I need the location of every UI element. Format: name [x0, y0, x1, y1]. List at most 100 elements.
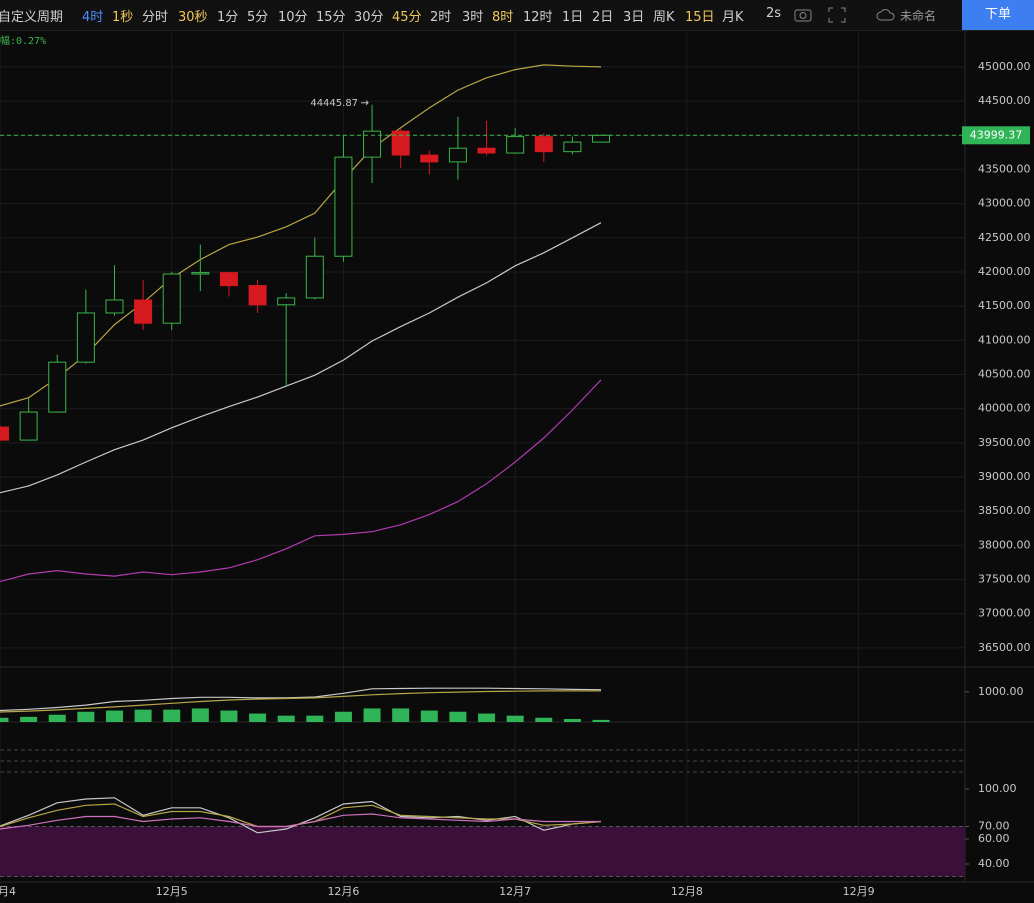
y-tick-label: 40000.00 — [978, 402, 1031, 415]
period-tab[interactable]: 8时 — [492, 10, 514, 25]
y-tick-label: 38500.00 — [978, 504, 1031, 517]
y-tick-label: 1000.00 — [978, 685, 1024, 698]
candle-body — [448, 147, 467, 163]
volume-bar — [535, 717, 553, 722]
period-tab[interactable]: 2s — [766, 6, 782, 21]
volume-bar — [134, 709, 152, 722]
order-button[interactable]: 下单 — [962, 0, 1034, 30]
candle-body — [134, 299, 153, 324]
last-price-label: 43999.37 — [970, 128, 1023, 141]
period-tab[interactable]: 5分 — [247, 10, 269, 25]
period-tab[interactable]: 45分 — [392, 10, 422, 25]
y-tick-label: 40.00 — [978, 857, 1010, 870]
period-tab[interactable]: 月K — [722, 10, 744, 25]
volume-bar — [420, 710, 438, 722]
period-tab[interactable]: 1分 — [217, 10, 239, 25]
period-tab[interactable]: 4时 — [82, 10, 104, 25]
period-tab[interactable]: 12时 — [523, 10, 553, 25]
candle-body — [162, 273, 181, 324]
x-tick-label: 12月9 — [843, 885, 875, 898]
chart: 幅:0.27% 12月4 12月5 12月6 12月7 12月8 12月9 36500.00… — [0, 30, 1034, 898]
candle-body — [277, 297, 296, 306]
change-label: 幅:0.27% — [0, 34, 46, 47]
volume-bar — [306, 715, 324, 722]
volume-bar — [592, 719, 610, 722]
y-tick-label: 38000.00 — [978, 538, 1031, 551]
candle-body — [563, 141, 582, 153]
cloud-icon — [876, 9, 895, 21]
period-tab[interactable]: 3日 — [623, 10, 645, 25]
candle-body — [506, 136, 525, 154]
y-tick-label: 43000.00 — [978, 197, 1031, 210]
volume-bar — [191, 708, 209, 722]
volume-bar — [48, 714, 66, 722]
y-tick-label: 41500.00 — [978, 299, 1031, 312]
x-tick-label: 12月5 — [156, 885, 188, 898]
volume-bar — [392, 708, 410, 722]
fullscreen-icon[interactable] — [828, 7, 846, 23]
candle-body — [0, 426, 9, 441]
layout-name[interactable]: 未命名 — [900, 9, 937, 23]
indicator-line — [0, 690, 601, 713]
period-tab[interactable]: 15日 — [685, 10, 715, 25]
period-tab[interactable]: 2日 — [592, 10, 614, 25]
y-tick-label: 39500.00 — [978, 436, 1031, 449]
last-price-box — [962, 126, 1030, 145]
y-tick-label: 37000.00 — [978, 607, 1031, 620]
x-tick-label: 12月8 — [671, 885, 703, 898]
period-tab[interactable]: 15分 — [316, 10, 346, 25]
band — [0, 826, 965, 877]
period-tab[interactable]: 10分 — [278, 10, 308, 25]
y-tick-label: 41000.00 — [978, 333, 1031, 346]
period-tab[interactable]: 1日 — [562, 10, 584, 25]
candle-body — [248, 285, 267, 306]
volume-bar — [277, 715, 295, 722]
y-tick-label: 42500.00 — [978, 231, 1031, 244]
candle-body — [219, 272, 238, 287]
y-tick-label: 43500.00 — [978, 162, 1031, 175]
period-tab[interactable]: 30分 — [354, 10, 384, 25]
candle-body — [334, 156, 353, 257]
x-tick-label: 12月6 — [327, 885, 359, 898]
volume-bar — [249, 713, 267, 722]
period-tab[interactable]: 1秒 — [112, 10, 134, 25]
volume-bar — [363, 708, 381, 722]
y-tick-label: 44500.00 — [978, 94, 1031, 107]
candle-body — [305, 255, 324, 299]
period-tab[interactable]: 3时 — [462, 10, 484, 25]
candle-body — [105, 299, 124, 314]
y-tick-label: 70.00 — [978, 820, 1010, 833]
indicator-line — [0, 222, 602, 494]
volume-bar — [478, 713, 496, 722]
volume-bar — [449, 711, 467, 722]
period-tab[interactable]: 2时 — [430, 10, 452, 25]
y-tick-label: 40500.00 — [978, 367, 1031, 380]
indicator-line — [0, 813, 601, 830]
camera-icon[interactable] — [794, 7, 812, 23]
volume-bar — [105, 710, 123, 722]
x-tick-label: 12月7 — [499, 885, 531, 898]
candle-body — [76, 312, 95, 363]
candle-body — [420, 154, 439, 163]
candle-body — [19, 411, 38, 441]
y-tick-label: 45000.00 — [978, 60, 1031, 73]
period-tab[interactable]: 30秒 — [178, 10, 208, 25]
candle-body — [191, 272, 210, 275]
candle-body — [48, 361, 67, 413]
candle-body — [534, 136, 553, 153]
candle-body — [477, 147, 496, 154]
volume-bar — [77, 711, 95, 722]
period-tab[interactable]: 自定义周期 — [0, 10, 64, 25]
volume-bar — [0, 717, 9, 722]
high-annotation: 44445.87 — [310, 98, 358, 109]
period-tab[interactable]: 周K — [653, 10, 675, 25]
y-tick-label: 36500.00 — [978, 641, 1031, 654]
y-tick-label: 60.00 — [978, 832, 1010, 845]
period-tab[interactable]: 分时 — [142, 10, 169, 25]
volume-bar — [334, 711, 352, 722]
indicator-line — [0, 379, 602, 583]
volume-bar — [20, 716, 38, 722]
volume-bar — [506, 715, 524, 722]
y-tick-label: 39000.00 — [978, 470, 1031, 483]
volume-bar — [220, 710, 238, 722]
